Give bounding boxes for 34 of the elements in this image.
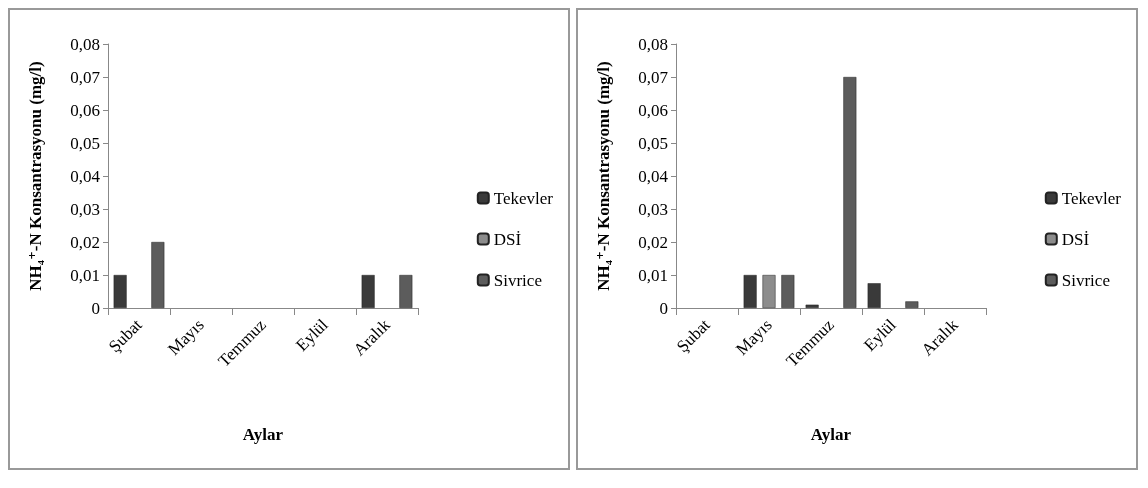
legend-label: DSİ bbox=[1061, 229, 1090, 249]
y-tick-label: 0,07 bbox=[70, 67, 101, 87]
y-tick-label: 0,08 bbox=[70, 34, 100, 54]
y-tick-label: 0,01 bbox=[638, 265, 668, 285]
x-axis-title: Aylar bbox=[242, 425, 284, 444]
y-axis-title: NH₄⁺-N Konsantrasyonu (mg/l) bbox=[594, 61, 613, 291]
y-tick-label: 0,06 bbox=[70, 100, 100, 120]
legend-label: Tekevler bbox=[1061, 188, 1122, 208]
bar bbox=[867, 283, 881, 308]
bar bbox=[843, 77, 857, 308]
x-axis-title: Aylar bbox=[810, 425, 852, 444]
bar bbox=[805, 304, 819, 308]
y-tick-label: 0,02 bbox=[638, 232, 668, 252]
y-tick-label: 0,06 bbox=[638, 100, 668, 120]
legend-label: Sivrice bbox=[1061, 270, 1110, 290]
y-tick-label: 0,08 bbox=[638, 34, 668, 54]
y-tick-label: 0,05 bbox=[638, 133, 668, 153]
bar bbox=[743, 275, 757, 308]
y-tick-label: 0,02 bbox=[70, 232, 100, 252]
legend-label: DSİ bbox=[493, 229, 522, 249]
bar bbox=[781, 275, 795, 308]
y-tick-label: 0 bbox=[91, 298, 100, 318]
y-tick-label: 0,05 bbox=[70, 133, 100, 153]
y-tick-label: 0 bbox=[659, 298, 668, 318]
legend-label: Tekevler bbox=[493, 188, 554, 208]
y-tick-label: 0,04 bbox=[638, 166, 669, 186]
y-tick-label: 0,03 bbox=[70, 199, 100, 219]
y-tick-label: 0,03 bbox=[638, 199, 668, 219]
y-tick-label: 0,07 bbox=[638, 67, 669, 87]
bar bbox=[905, 301, 919, 308]
y-axis-title: NH₄⁺-N Konsantrasyonu (mg/l) bbox=[26, 61, 45, 291]
legend-label: Sivrice bbox=[493, 270, 542, 290]
y-tick-label: 0,01 bbox=[70, 265, 100, 285]
y-tick-label: 0,04 bbox=[70, 166, 101, 186]
